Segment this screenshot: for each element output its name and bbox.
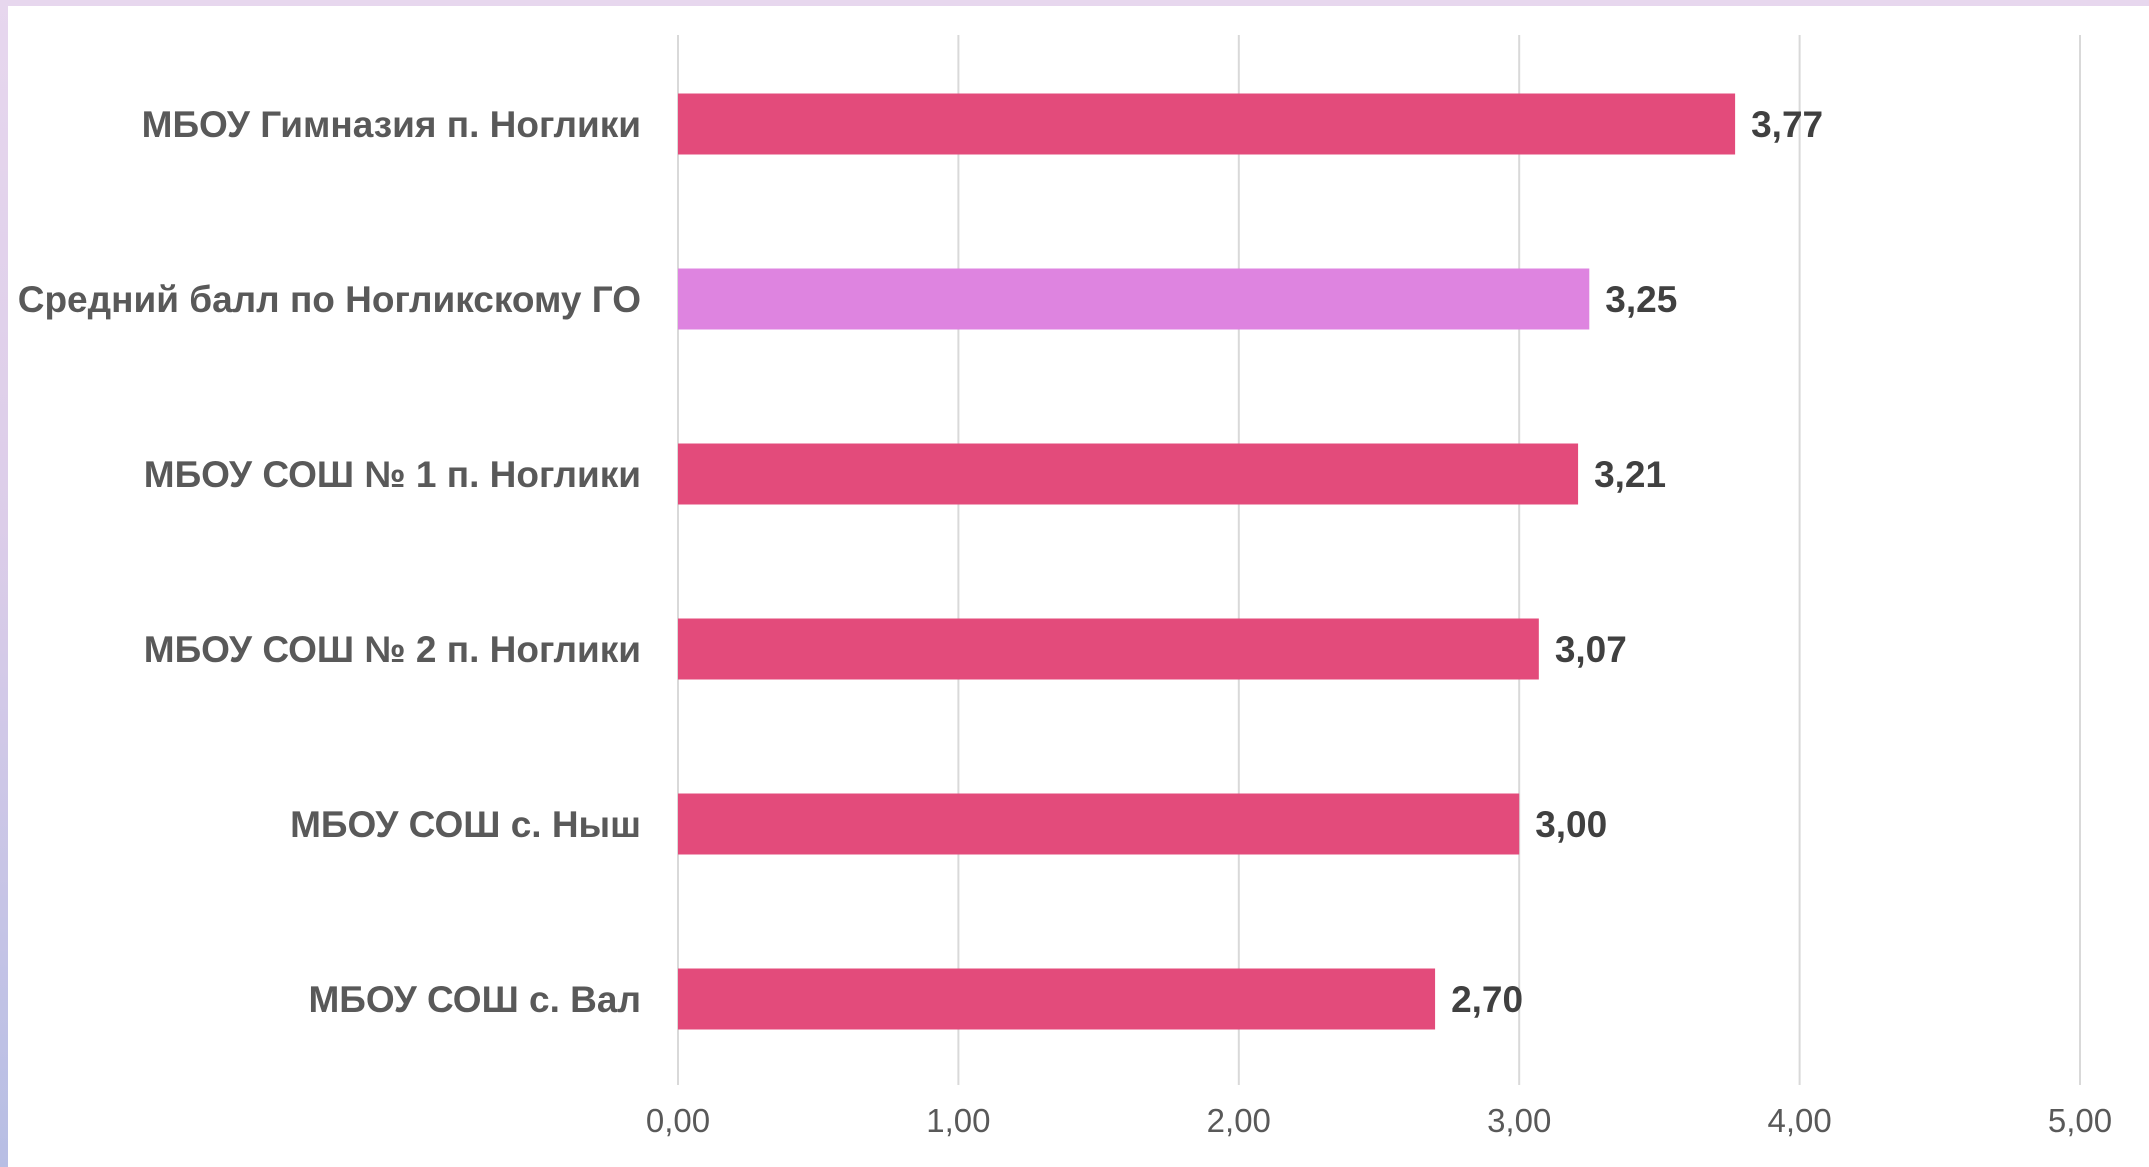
x-tick-label: 0,00 (646, 1102, 710, 1139)
gridlines (677, 35, 2081, 1085)
bar-average (678, 268, 1590, 330)
data-label: 2,70 (1451, 979, 1523, 1020)
x-tick-label: 5,00 (2048, 1102, 2112, 1139)
x-tick-label: 4,00 (1767, 1102, 1831, 1139)
data-label: 3,21 (1594, 454, 1666, 495)
bar (678, 93, 1736, 155)
bar (678, 793, 1520, 855)
data-label: 3,00 (1535, 804, 1607, 845)
bar (678, 618, 1539, 680)
category-labels: МБОУ Гимназия п. Ноглики Средний балл по … (18, 104, 641, 1020)
category-label: МБОУ Гимназия п. Ноглики (142, 104, 641, 145)
bars (678, 93, 1736, 1030)
bar (678, 443, 1579, 505)
category-label: МБОУ СОШ с. Ныш (290, 804, 641, 845)
category-label: МБОУ СОШ № 1 п. Ноглики (144, 454, 641, 495)
value-labels: 3,77 3,25 3,21 3,07 3,00 2,70 (1451, 104, 1823, 1020)
data-label: 3,25 (1605, 279, 1677, 320)
x-tick-label: 2,00 (1207, 1102, 1271, 1139)
category-label: Средний балл по Ногликскому ГО (18, 279, 641, 320)
category-label: МБОУ СОШ с. Вал (308, 979, 641, 1020)
x-tick-label: 3,00 (1487, 1102, 1551, 1139)
data-label: 3,07 (1555, 629, 1627, 670)
x-tick-label: 1,00 (926, 1102, 990, 1139)
data-label: 3,77 (1751, 104, 1823, 145)
category-label: МБОУ СОШ № 2 п. Ноглики (144, 629, 641, 670)
bar (678, 968, 1436, 1030)
x-axis-tick-labels: 0,00 1,00 2,00 3,00 4,00 5,00 (646, 1102, 2112, 1139)
